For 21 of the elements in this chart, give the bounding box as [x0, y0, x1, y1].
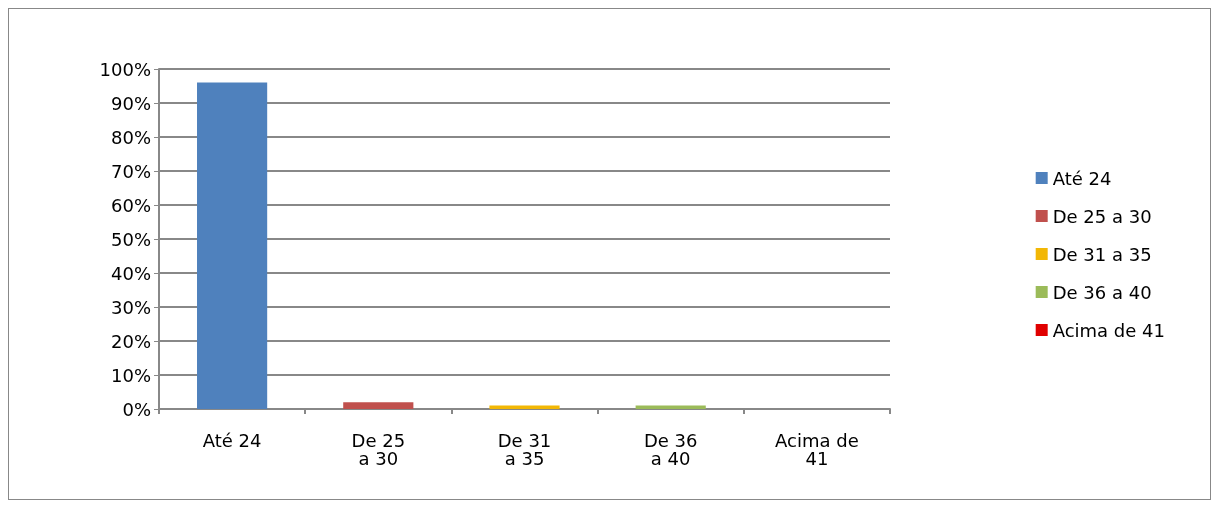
y-tick-label: 20% — [110, 330, 151, 352]
legend-label: Acima de 41 — [1052, 319, 1166, 341]
legend-label: De 31 a 35 — [1052, 243, 1152, 265]
legend-label: De 25 a 30 — [1052, 205, 1152, 227]
y-tick-label: 40% — [110, 262, 151, 284]
x-tick-label: Acima de 41 — [775, 429, 859, 469]
y-tick-label: 0% — [122, 398, 151, 420]
x-tick-label: Até 24 — [202, 429, 262, 451]
legend-label: Até 24 — [1052, 167, 1112, 189]
x-tick-label: De 31 a 35 — [497, 429, 552, 469]
y-tick-label: 60% — [110, 194, 151, 216]
y-tick-label: 30% — [110, 296, 151, 318]
y-tick-label: 100% — [99, 58, 151, 80]
x-tick-label: De 36 a 40 — [643, 429, 698, 469]
legend-label: De 36 a 40 — [1052, 281, 1152, 303]
y-tick-label: 70% — [110, 160, 151, 182]
y-tick-label: 10% — [110, 364, 151, 386]
y-tick-label: 90% — [110, 92, 151, 114]
y-tick-label: 50% — [110, 228, 151, 250]
y-tick-label: 80% — [110, 126, 151, 148]
x-tick-label: De 25 a 30 — [351, 429, 406, 469]
